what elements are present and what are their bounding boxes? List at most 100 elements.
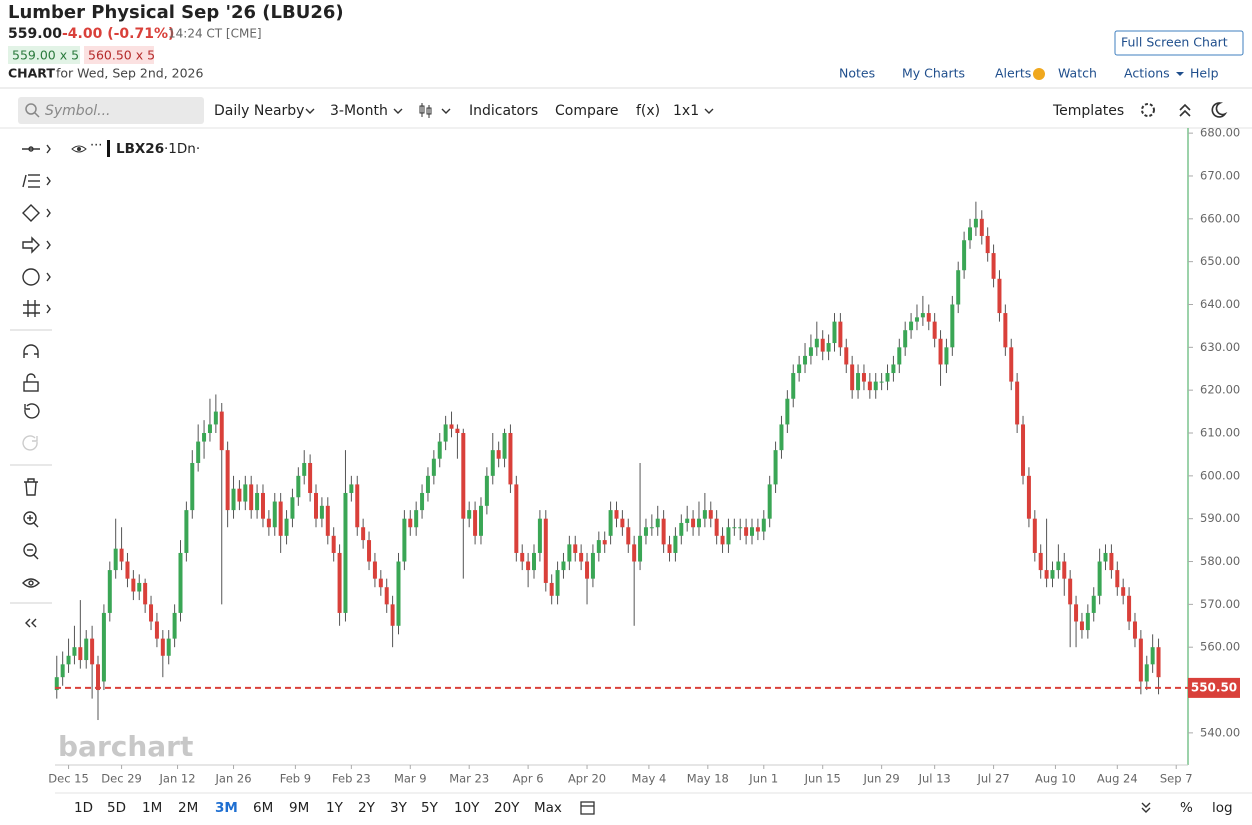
toolbar-item[interactable]: Daily Nearby [214, 103, 304, 119]
collapse-icon[interactable] [1179, 103, 1191, 117]
candle-body [72, 647, 77, 656]
period-button[interactable]: 1D [74, 800, 93, 816]
candle-body [526, 561, 531, 571]
candle-body [1068, 578, 1073, 605]
candle-body [196, 441, 201, 463]
x-tick-label: Jun 1 [748, 772, 778, 786]
candle-body [408, 518, 413, 528]
period-button[interactable]: 10Y [454, 800, 480, 816]
y-tick-label: 540.00 [1200, 725, 1240, 739]
tool-pattern[interactable] [23, 300, 40, 317]
tool-zoom-in[interactable] [23, 511, 39, 528]
log-toggle[interactable]: log [1212, 800, 1233, 816]
x-tick-label: Sep 7 [1160, 772, 1193, 786]
period-button[interactable]: 2M [178, 800, 198, 816]
candle-body [767, 484, 772, 519]
candle-body [420, 492, 425, 511]
symbol-placeholder[interactable]: Symbol... [45, 103, 111, 119]
candle-body [968, 227, 973, 241]
nav-item[interactable]: Help [1190, 66, 1219, 81]
toolbar-item[interactable]: Compare [555, 103, 619, 119]
candle-body [190, 462, 195, 511]
chart-label: CHART [8, 66, 55, 81]
x-tick-label: Apr 6 [513, 772, 544, 786]
tool-visibility[interactable] [22, 578, 40, 588]
nav-item[interactable]: Notes [839, 66, 875, 81]
legend-bar [107, 140, 110, 157]
candle-body [149, 604, 154, 622]
calendar-icon[interactable] [580, 801, 595, 815]
toolbar-item[interactable]: f(x) [636, 103, 660, 119]
candle-body [1115, 570, 1120, 588]
candle-body [638, 535, 643, 562]
tool-lock[interactable] [23, 373, 39, 392]
candle-body [1015, 381, 1020, 425]
fullscreen-label[interactable]: Full Screen Chart [1121, 35, 1228, 50]
tool-arrow[interactable] [22, 236, 40, 254]
candle-body [632, 544, 637, 562]
chart-date: for Wed, Sep 2nd, 2026 [56, 66, 204, 81]
percent-toggle[interactable]: % [1180, 800, 1193, 816]
period-button[interactable]: 20Y [494, 800, 520, 816]
symbol-input[interactable] [18, 97, 204, 124]
period-button[interactable]: 2Y [358, 800, 376, 816]
candle-body [573, 544, 578, 553]
tool-collapse[interactable] [25, 618, 37, 628]
candle-body [131, 578, 136, 592]
toolbar-item[interactable]: 1x1 [673, 103, 699, 119]
expand-icon[interactable] [1141, 802, 1151, 813]
candle-body [314, 492, 319, 519]
candle-body [308, 462, 313, 493]
nav-item[interactable]: Actions [1124, 66, 1170, 81]
candle-type-icon[interactable] [419, 103, 432, 118]
fullscreen-button[interactable] [1114, 30, 1244, 56]
candle-body [744, 527, 749, 536]
nav-item[interactable]: Watch [1058, 66, 1097, 81]
candle-body [808, 347, 813, 356]
candle-body [1132, 621, 1137, 639]
x-tick-label: Jan 12 [159, 772, 196, 786]
tool-undo[interactable] [24, 403, 40, 419]
tool-shape[interactable] [22, 204, 40, 222]
tool-redo[interactable] [22, 435, 38, 451]
templates[interactable]: Templates [1052, 103, 1124, 119]
toolbar-item[interactable]: Indicators [469, 103, 538, 119]
period-button[interactable]: Max [534, 800, 562, 816]
nav-item[interactable]: My Charts [902, 66, 965, 81]
candle-body [561, 561, 566, 571]
period-button[interactable]: 6M [253, 800, 273, 816]
tool-line[interactable] [22, 146, 40, 152]
settings-icon[interactable] [1141, 103, 1155, 117]
legend-eye[interactable] [71, 145, 87, 153]
candle-body [60, 664, 65, 678]
tool-fib[interactable] [22, 174, 40, 188]
y-tick-label: 620.00 [1200, 383, 1240, 397]
candle-body [1103, 552, 1108, 562]
period-button[interactable]: 1M [142, 800, 162, 816]
toolbar-item[interactable]: 3-Month [330, 103, 388, 119]
period-button[interactable]: 3Y [390, 800, 408, 816]
candle-body [679, 522, 684, 536]
y-tick-label: 640.00 [1200, 297, 1240, 311]
period-button[interactable]: 5D [107, 800, 126, 816]
candle-body [626, 527, 631, 545]
tool-count[interactable] [22, 268, 40, 286]
tool-zoom-out[interactable] [23, 543, 39, 560]
candle-body [755, 527, 760, 532]
period-button[interactable]: 9M [289, 800, 309, 816]
tool-magnet[interactable] [23, 344, 39, 358]
tool-delete[interactable] [24, 478, 38, 496]
period-button[interactable]: 3M [215, 800, 238, 816]
nav-item[interactable]: Alerts [995, 66, 1031, 81]
legend-menu[interactable]: ··· [90, 139, 102, 154]
candle-body [655, 518, 660, 528]
period-button[interactable]: 1Y [326, 800, 344, 816]
x-tick-label: Dec 29 [101, 772, 142, 786]
watermark: barchart [58, 730, 193, 763]
candle-body [172, 612, 177, 639]
period-button[interactable]: 5Y [421, 800, 439, 816]
theme-icon[interactable] [1211, 102, 1228, 118]
candle-body [555, 570, 560, 596]
candle-body [101, 612, 106, 682]
